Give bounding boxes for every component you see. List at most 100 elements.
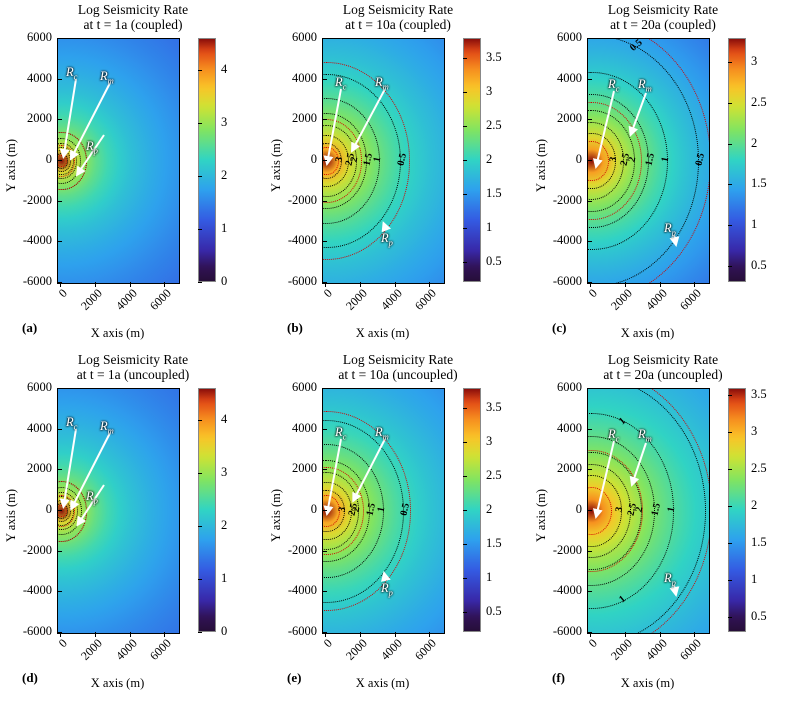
Rc-label: Rc: [66, 415, 78, 432]
y-tick-label: -2000: [552, 542, 582, 557]
colorbar-tick-label: 2: [486, 502, 493, 516]
colorbar-tick-mark: [728, 506, 732, 508]
y-tick-label: 0: [310, 152, 317, 166]
title-line-1: Log Seismicity Rate: [342, 352, 454, 367]
y-tick-mark: [57, 241, 62, 243]
colorbar-tick-label: 0.5: [486, 603, 502, 618]
y-tick-mark: [587, 632, 592, 633]
y-tick-mark: [322, 200, 327, 202]
panel-title: Log Seismicity Rate at t = 20a (uncoupled…: [530, 352, 796, 382]
y-tick-label: 4000: [27, 70, 52, 85]
panel-title: Log Seismicity Rate at t = 1a (coupled): [0, 2, 266, 32]
colorbar-tick-mark: [728, 265, 732, 267]
y-tick-mark: [322, 78, 327, 80]
colorbar-tick-mark: [463, 510, 467, 511]
colorbar: [728, 38, 746, 282]
y-tick-mark: [322, 591, 327, 593]
y-tick-mark: [57, 282, 62, 283]
colorbar-tick-mark: [728, 617, 732, 619]
colorbar-tick-label: 1: [221, 570, 228, 585]
y-tick-mark: [587, 469, 592, 471]
colorbar-tick-mark: [463, 611, 467, 613]
panel-c: Log Seismicity Rate at t = 20a (coupled) 3…: [530, 0, 796, 350]
y-tick-label: -6000: [287, 624, 317, 638]
y-tick-label: -4000: [552, 233, 582, 248]
colorbar-tick-label: 0: [221, 274, 228, 288]
x-tick-mark: [429, 632, 431, 637]
Rc-label: Rc: [335, 425, 347, 442]
x-tick-label: 2000: [78, 286, 105, 313]
x-tick-mark: [129, 282, 131, 287]
y-axis-label: Y axis (m): [4, 489, 18, 542]
Rp-label: Rp: [381, 581, 393, 598]
Rm-label: Rm: [100, 69, 114, 86]
colorbar-tick-mark: [728, 469, 732, 471]
y-tick-label: -2000: [22, 542, 52, 557]
panel-letter: (d): [22, 670, 38, 685]
colorbar-tick-label: 1: [751, 572, 758, 587]
y-tick-label: 6000: [27, 380, 52, 394]
colorbar-tick-mark: [463, 476, 467, 478]
panel-letter: (c): [552, 320, 567, 335]
colorbar-tick-label: 2: [221, 167, 228, 182]
Rp-arrow: [669, 584, 680, 597]
Rm-arrow: [69, 82, 111, 161]
colorbar-tick-label: 3: [221, 114, 228, 129]
y-tick-mark: [322, 241, 327, 243]
y-tick-mark: [57, 632, 62, 633]
y-tick-mark: [57, 510, 62, 511]
colorbar-tick-mark: [728, 62, 732, 64]
colorbar-tick-mark: [198, 472, 202, 474]
panel-letter: (e): [287, 670, 302, 685]
Rp-arrow: [381, 221, 391, 233]
x-tick-mark: [360, 632, 362, 637]
colorbar-tick-label: 3: [221, 464, 228, 479]
colorbar-tick-label: 3.5: [486, 50, 502, 65]
x-tick-label: 2000: [343, 286, 370, 313]
y-tick-label: 2000: [27, 111, 52, 126]
y-tick-label: -4000: [22, 233, 52, 248]
x-tick-mark: [394, 632, 396, 637]
colorbar-tick-mark: [198, 578, 202, 580]
y-tick-label: 2000: [557, 111, 582, 126]
y-tick-mark: [587, 38, 592, 39]
y-tick-label: -4000: [552, 583, 582, 598]
x-tick-mark: [325, 282, 327, 287]
x-axis-label: X axis (m): [90, 326, 145, 340]
y-tick-label: 6000: [27, 30, 52, 44]
colorbar-tick-label: 1.5: [486, 185, 502, 200]
y-tick-label: 2000: [557, 461, 582, 476]
y-tick-label: -6000: [22, 624, 52, 638]
colorbar-tick-label: 4: [221, 411, 228, 426]
Rc-label: Rc: [66, 65, 78, 82]
colorbar-tick-mark: [463, 193, 467, 195]
y-tick-mark: [57, 78, 62, 80]
plot-area: Rc Rm Rp: [57, 388, 180, 634]
y-tick-mark: [322, 510, 327, 511]
colorbar-tick-mark: [463, 92, 467, 94]
y-tick-label: 6000: [557, 30, 582, 44]
y-tick-mark: [587, 241, 592, 243]
colorbar-tick-label: 3.5: [486, 400, 502, 415]
title-line-1: Log Seismicity Rate: [77, 352, 189, 367]
y-tick-mark: [57, 119, 62, 121]
Rp-arrow: [381, 571, 391, 582]
y-tick-label: 0: [575, 502, 582, 516]
y-tick-mark: [57, 200, 62, 202]
x-axis-label: X axis (m): [620, 326, 675, 340]
colorbar-tick-mark: [198, 69, 202, 71]
colorbar: [198, 38, 216, 282]
panel-letter: (a): [22, 320, 38, 335]
colorbar-tick-label: 3: [751, 54, 758, 69]
y-axis-label: Y axis (m): [269, 139, 283, 192]
colorbar-tick-mark: [728, 432, 732, 434]
Rc-arrow: [592, 90, 615, 169]
colorbar-tick-label: 0: [221, 624, 228, 638]
colorbar-tick-mark: [463, 408, 467, 410]
colorbar-tick-mark: [198, 228, 202, 230]
x-axis-label: X axis (m): [355, 676, 410, 690]
colorbar-tick-label: 1.5: [751, 176, 767, 191]
colorbar-tick-mark: [728, 184, 732, 186]
title-line-2: at t = 1a (uncoupled): [76, 367, 190, 382]
y-tick-mark: [587, 388, 592, 389]
